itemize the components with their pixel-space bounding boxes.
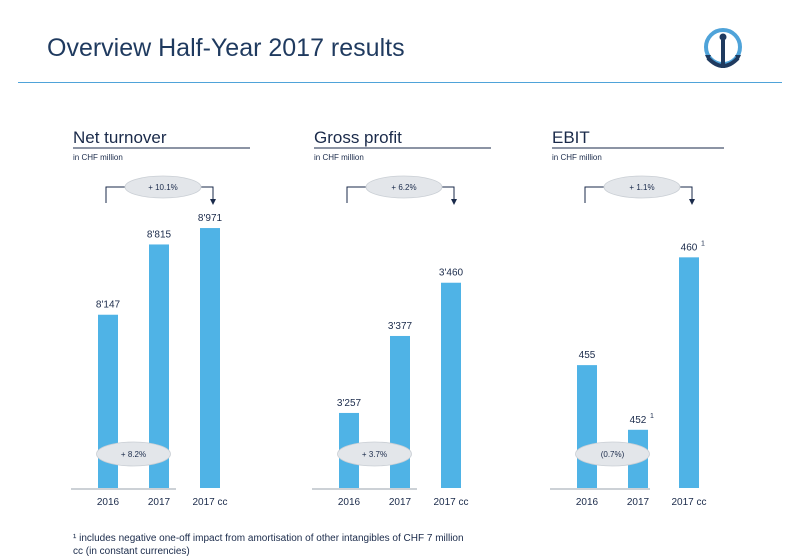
category-label: 2017 [627,497,650,508]
bar-value-label: 8'971 [198,213,223,224]
change-pill [337,441,412,467]
chart-panel-2: Gross profit in CHF million 3'257 2016 3'377… [312,128,491,508]
bar-2017-cc [200,228,220,489]
category-label: 2016 [338,497,361,508]
bar-value-label: 3'377 [388,321,413,332]
growth-pill [124,175,202,199]
chart-subtitle: in CHF million [552,153,602,162]
bracket-arrowhead [689,199,695,205]
chart-panel-1: Net turnover in CHF million 8'147 2016 8'815… [71,128,250,508]
growth-pill-label: + 6.2% [391,183,416,192]
chart-subtitle: in CHF million [73,153,123,162]
chart-title: Gross profit [314,128,402,147]
growth-pill [365,175,443,199]
category-label: 2016 [97,497,120,508]
category-label: 2017 [148,497,171,508]
bar-value-label: 3'460 [439,268,464,279]
growth-pill [603,175,681,199]
change-pill-label: (0.7%) [601,450,625,459]
change-pill-label: + 3.7% [362,450,387,459]
change-pill [96,441,171,467]
bar-2017 [149,244,169,488]
bar-value-label: 8'815 [147,229,172,240]
category-label: 2017 cc [433,497,468,508]
bar-value-label: 455 [579,350,596,361]
title-divider [18,82,782,83]
category-label: 2016 [576,497,599,508]
category-label: 2017 cc [192,497,227,508]
bracket-arrowhead [210,199,216,205]
growth-pill-label: + 1.1% [629,183,654,192]
page-title: Overview Half-Year 2017 results [47,34,405,62]
bar-2017-cc [679,257,699,488]
bar-2017 [390,335,410,488]
chart-title: Net turnover [73,128,167,147]
footnotes: ¹ includes negative one-off impact from … [73,532,464,558]
bar-value-label: 3'257 [337,398,362,409]
bar-value-label: 452 [630,415,647,426]
footnote-amortisation: ¹ includes negative one-off impact from … [73,533,464,544]
chart-title: EBIT [552,128,590,147]
bar-2017-cc [441,282,461,488]
growth-pill-label: + 10.1% [148,183,178,192]
results-charts: Net turnover in CHF million 8'147 2016 8'815… [71,128,724,508]
bar-value-label: 8'147 [96,300,121,311]
bracket-arrowhead [451,199,457,205]
category-label: 2017 [389,497,412,508]
change-pill [575,441,650,467]
chart-subtitle: in CHF million [314,153,364,162]
bar-2016 [577,365,597,488]
footnote-marker: 1 [701,240,705,247]
footnote-constant-currencies: cc (in constant currencies) [73,546,190,557]
anchor-icon [704,28,742,68]
bar-value-label: 460 [681,242,698,253]
change-pill-label: + 8.2% [121,450,146,459]
category-label: 2017 cc [671,497,706,508]
footnote-marker: 1 [650,413,654,420]
